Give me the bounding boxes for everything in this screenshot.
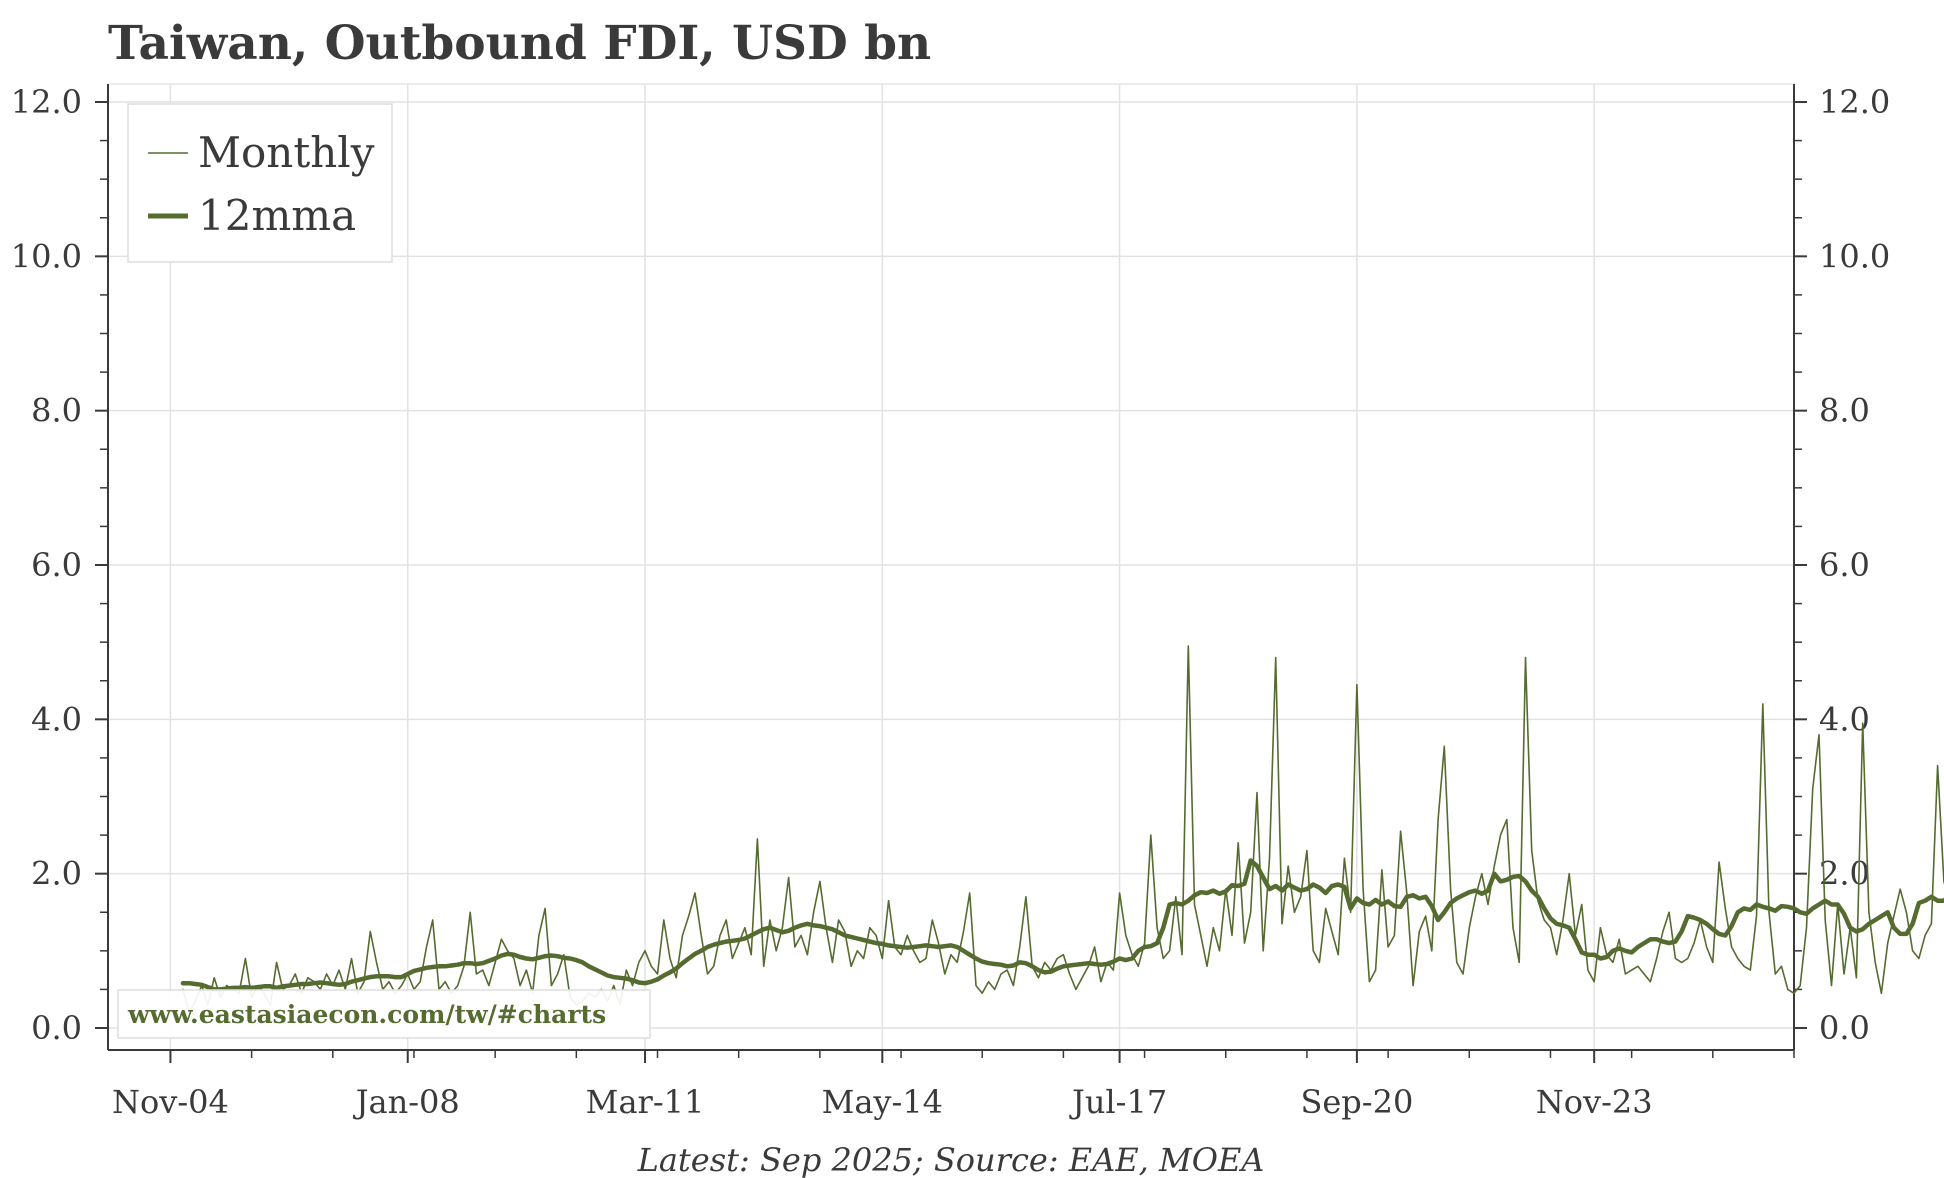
y-tick-label-right: 4.0 — [1819, 700, 1870, 738]
y-tick-label-right: 0.0 — [1819, 1009, 1870, 1047]
y-tick-label-right: 6.0 — [1819, 546, 1870, 584]
y-tick-label-left: 0.0 — [31, 1009, 82, 1047]
x-tick-label: May-14 — [822, 1083, 943, 1121]
watermark-text: www.eastasiaecon.com/tw/#charts — [127, 1000, 606, 1029]
x-tick-label: Jul-17 — [1069, 1083, 1167, 1121]
legend: Monthly 12mma — [127, 103, 393, 263]
chart-footer: Latest: Sep 2025; Source: EAE, MOEA — [637, 1141, 1265, 1178]
y-tick-label-right: 10.0 — [1819, 237, 1890, 275]
y-tick-label-left: 2.0 — [31, 855, 82, 893]
x-tick-label: Sep-20 — [1300, 1083, 1413, 1121]
series-lines — [180, 645, 1944, 1014]
y-tick-label-left: 6.0 — [31, 546, 82, 584]
legend-label-monthly: Monthly — [198, 128, 375, 177]
axes: 0.0 0.0 2.0 2.0 4.0 4.0 6.0 6.0 8.0 8.0 10.0 10.0 12… — [11, 83, 1891, 1121]
y-tick-label-left: 4.0 — [31, 700, 82, 738]
x-tick-label: Mar-11 — [586, 1083, 705, 1121]
y-tick-label-right: 2.0 — [1819, 855, 1870, 893]
y-tick-label-left: 12.0 — [11, 83, 82, 121]
x-tick-label: Nov-04 — [112, 1083, 229, 1121]
chart-title: Taiwan, Outbound FDI, USD bn — [108, 16, 931, 71]
y-tick-label-left: 10.0 — [11, 237, 82, 275]
legend-label-12mma: 12mma — [198, 191, 356, 240]
legend-box — [127, 103, 393, 263]
watermark-background — [117, 989, 651, 1039]
y-tick-label-right: 12.0 — [1819, 83, 1890, 121]
series-line-12mma — [180, 858, 1944, 992]
x-tick-label: Nov-23 — [1536, 1083, 1653, 1121]
y-tick-label-right: 8.0 — [1819, 392, 1870, 430]
x-tick-label: Jan-08 — [353, 1083, 460, 1121]
y-tick-label-left: 8.0 — [31, 392, 82, 430]
series-line-monthly — [182, 645, 1944, 1014]
gridlines — [108, 84, 1794, 1050]
watermark-box: www.eastasiaecon.com/tw/#charts — [117, 989, 651, 1039]
